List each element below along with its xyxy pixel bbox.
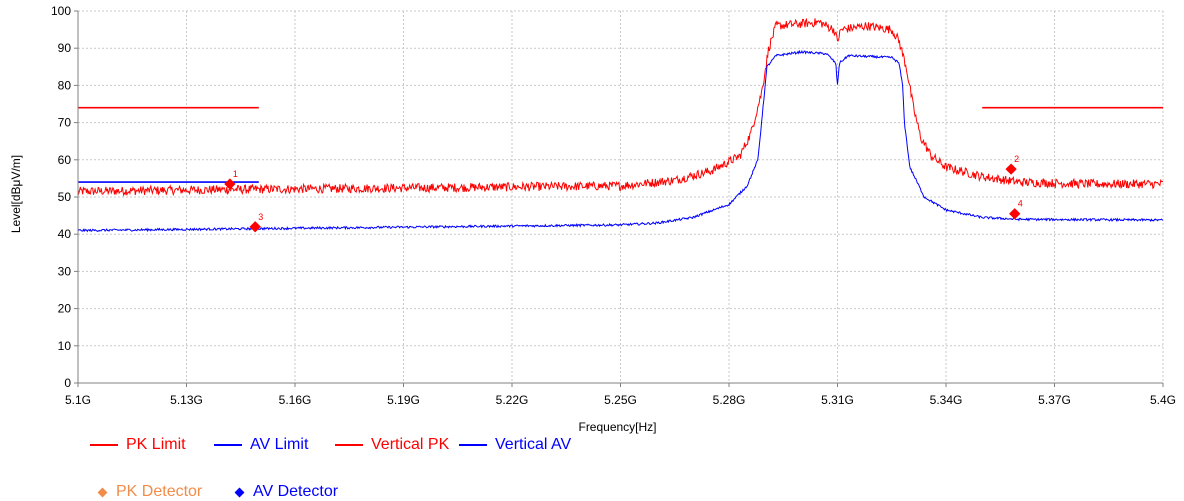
y-tick-label: 10 — [58, 339, 72, 353]
legend-swatch — [335, 444, 363, 446]
x-tick-label: 5.1G — [65, 393, 91, 407]
x-tick-label: 5.25G — [604, 393, 637, 407]
marker-1 — [224, 178, 236, 190]
legend-label: AV Limit — [250, 436, 309, 453]
x-tick-label: 5.16G — [279, 393, 312, 407]
marker-label-1: 1 — [233, 169, 238, 179]
markers-layer: 1 2 3 4 — [224, 154, 1023, 233]
y-tick-label: 70 — [58, 116, 72, 130]
marker-label-4: 4 — [1018, 199, 1023, 209]
legend-label: AV Detector — [253, 483, 339, 500]
series-vertical-av — [77, 49, 1164, 233]
series-layer — [77, 17, 1164, 233]
marker-label-2: 2 — [1014, 154, 1019, 164]
y-tick-label: 30 — [58, 264, 72, 278]
legend-item-pk-detector: PK Detector — [95, 483, 202, 501]
x-tick-label: 5.13G — [170, 393, 203, 407]
legend-item-av-limit: AV Limit — [214, 436, 308, 454]
legend-item-vertical-pk: Vertical PK — [335, 436, 449, 454]
marker-3 — [249, 221, 261, 233]
x-tick-label: 5.19G — [387, 393, 420, 407]
legend-swatch — [214, 444, 242, 446]
legend-diamond — [234, 487, 245, 497]
x-tick-label: 5.22G — [496, 393, 529, 407]
legend-label: Vertical AV — [495, 436, 572, 453]
legend-label: PK Detector — [116, 483, 203, 500]
legend-swatch — [459, 444, 487, 446]
x-tick-label: 5.28G — [713, 393, 746, 407]
y-tick-label: 90 — [58, 41, 72, 55]
legend-item-av-detector: AV Detector — [232, 483, 338, 501]
legend-item-pk-limit: PK Limit — [90, 436, 186, 454]
legend-label: Vertical PK — [371, 436, 450, 453]
legend-label: PK Limit — [126, 436, 186, 453]
series-vertical-pk — [77, 17, 1164, 197]
x-axis-label: Frequency[Hz] — [578, 420, 656, 434]
y-axis-label: Level[dBμV/m] — [9, 155, 23, 233]
y-tick-label: 50 — [58, 190, 72, 204]
grid — [78, 10, 1164, 383]
x-tick-label: 5.34G — [930, 393, 963, 407]
x-tick-label: 5.31G — [821, 393, 854, 407]
legend-swatch — [90, 444, 118, 446]
y-tick-label: 20 — [58, 302, 72, 316]
legend-diamond — [97, 487, 108, 497]
y-tick-label: 0 — [64, 376, 71, 390]
x-tick-label: 5.37G — [1038, 393, 1071, 407]
ticks: 5.1G 5.13G 5.16G 5.19G 5.22G 5.25G 5.28G 5.31G 5… — [51, 4, 1176, 407]
y-tick-label: 40 — [58, 227, 72, 241]
x-tick-label: 5.4G — [1150, 393, 1176, 407]
y-tick-label: 80 — [58, 78, 72, 92]
marker-4 — [1009, 208, 1021, 220]
marker-label-3: 3 — [258, 212, 263, 222]
legend-item-vertical-av: Vertical AV — [459, 436, 571, 454]
y-tick-label: 60 — [58, 153, 72, 167]
y-tick-label: 100 — [51, 4, 71, 18]
marker-2 — [1005, 163, 1017, 175]
